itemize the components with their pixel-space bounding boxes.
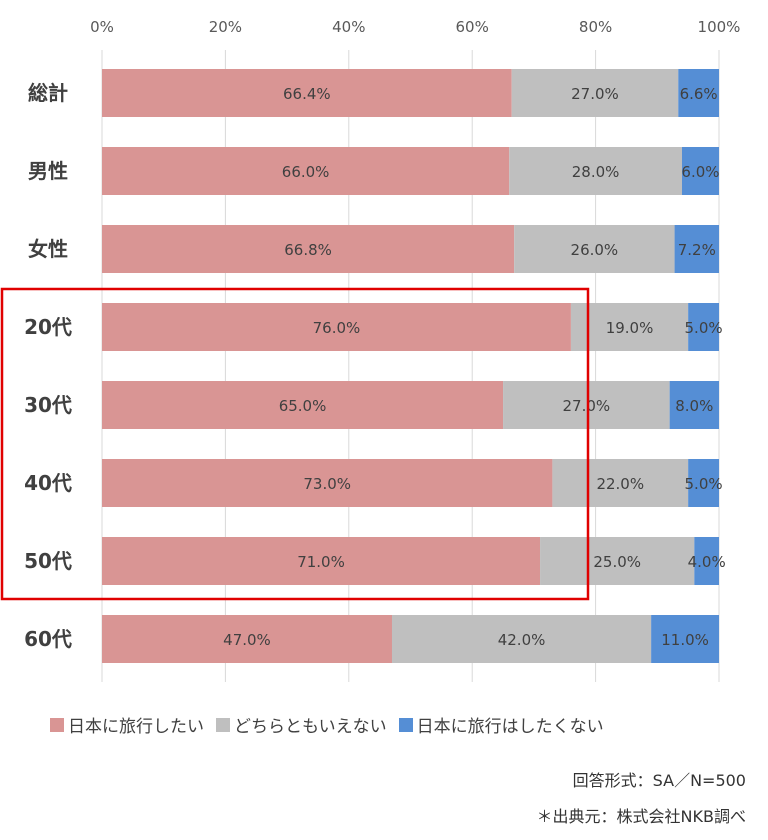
- bar-segment: [102, 69, 512, 117]
- source-note: ＊出典元：株式会社NKB調べ: [536, 807, 746, 826]
- legend-swatch-neutral: [216, 717, 230, 732]
- bar-segment: [674, 225, 719, 273]
- x-tick-label: 20%: [209, 18, 242, 36]
- data-label: 5.0%: [685, 319, 723, 337]
- data-label: 25.0%: [593, 553, 641, 571]
- data-label: 11.0%: [661, 631, 709, 649]
- legend-label-neutral: どちらともいえない: [234, 717, 387, 737]
- x-tick-label: 0%: [90, 18, 114, 36]
- data-label: 6.0%: [681, 163, 719, 181]
- data-label: 4.0%: [688, 553, 726, 571]
- bar-segment: [102, 537, 541, 585]
- data-label: 65.0%: [279, 397, 327, 415]
- bar-segment: [688, 303, 719, 351]
- legend-label-not-want: 日本に旅行はしたくない: [416, 717, 604, 737]
- bar-segment: [102, 303, 571, 351]
- legend-swatch-not-want: [398, 717, 413, 732]
- bar-segment: [651, 615, 719, 663]
- bar-segment: [540, 537, 695, 585]
- bar-segment: [102, 147, 510, 195]
- legend-label-want: 日本に旅行したい: [68, 717, 204, 737]
- x-tick-label: 40%: [332, 18, 365, 36]
- data-label: 66.0%: [282, 163, 330, 181]
- data-label: 76.0%: [313, 319, 361, 337]
- category-label: 30代: [24, 393, 72, 417]
- category-label: 男性: [28, 159, 68, 183]
- bar-segment: [391, 615, 652, 663]
- category-label: 総計: [28, 81, 68, 105]
- x-tick-label: 80%: [579, 18, 612, 36]
- category-label: 40代: [24, 471, 72, 495]
- data-label: 73.0%: [303, 475, 351, 493]
- bar-segment: [678, 69, 719, 117]
- data-label: 22.0%: [596, 475, 644, 493]
- bar-segment: [509, 147, 682, 195]
- data-label: 8.0%: [675, 397, 713, 415]
- bar-segment: [503, 381, 670, 429]
- category-label: 女性: [28, 237, 68, 261]
- chart-legend: 日本に旅行したい どちらともいえない 日本に旅行はしたくない: [50, 712, 604, 737]
- data-label: 42.0%: [498, 631, 546, 649]
- category-label: 50代: [24, 549, 72, 573]
- bar-segment: [102, 381, 504, 429]
- data-label: 66.8%: [284, 241, 332, 259]
- data-label: 47.0%: [223, 631, 271, 649]
- response-format-note: 回答形式：SA／N=500: [572, 771, 746, 790]
- stacked-bar-chart: 0% 20% 40% 60% 80% 100% 総計 66.4% 27.0% 6.6% 男性 66.0…: [0, 18, 741, 682]
- legend-swatch-want: [50, 717, 64, 732]
- bar-segment: [102, 225, 515, 273]
- data-label: 71.0%: [297, 553, 345, 571]
- x-tick-label: 100%: [698, 18, 741, 36]
- data-label: 28.0%: [572, 163, 620, 181]
- data-label: 26.0%: [571, 241, 619, 259]
- data-label: 27.0%: [563, 397, 611, 415]
- category-label: 60代: [24, 627, 72, 651]
- x-tick-label: 60%: [456, 18, 489, 36]
- bar-segment: [552, 459, 689, 507]
- highlight-box: [0, 287, 590, 601]
- bar-segment: [511, 69, 679, 117]
- bar-segment: [570, 303, 689, 351]
- legend-item-neutral: どちらともいえない: [216, 712, 387, 737]
- bar-segment: [688, 459, 719, 507]
- data-label: 19.0%: [606, 319, 654, 337]
- bar-segment: [102, 459, 553, 507]
- data-label: 27.0%: [571, 85, 619, 103]
- bar-segment: [681, 147, 719, 195]
- bar-segment: [694, 537, 719, 585]
- category-label: 20代: [24, 315, 72, 339]
- data-label: 6.6%: [680, 85, 718, 103]
- legend-item-not-want: 日本に旅行はしたくない: [398, 712, 604, 737]
- data-label: 7.2%: [678, 241, 716, 259]
- bar-segment: [514, 225, 675, 273]
- data-label: 66.4%: [283, 85, 331, 103]
- legend-item-want: 日本に旅行したい: [50, 712, 204, 737]
- data-label: 5.0%: [685, 475, 723, 493]
- bar-segment: [102, 615, 392, 663]
- bar-segment: [669, 381, 719, 429]
